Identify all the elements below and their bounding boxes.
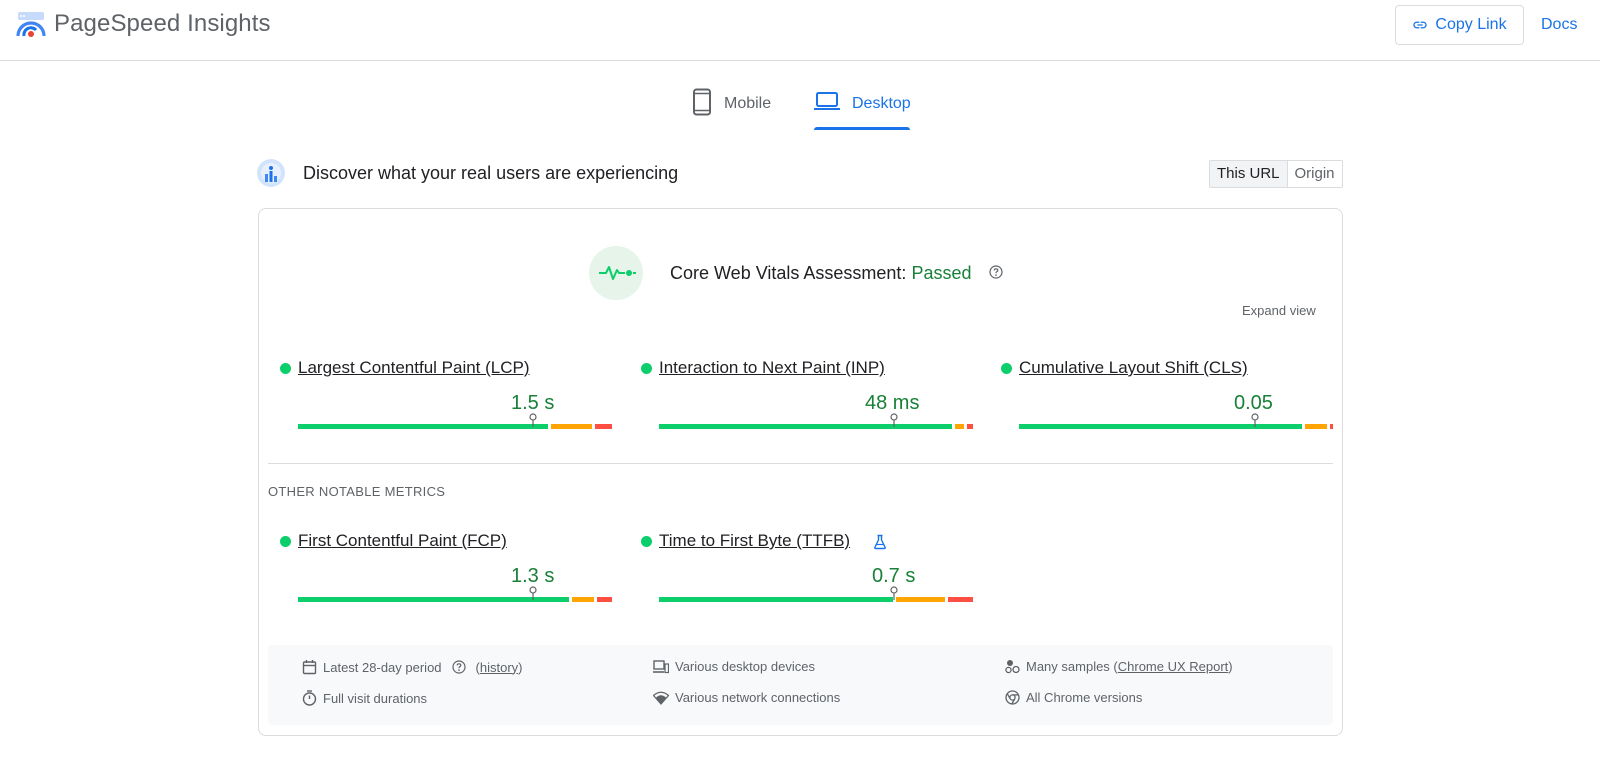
url-origin-toggle: This URL Origin [1209,160,1343,188]
experimental-flask-icon[interactable] [873,534,887,550]
metric-cls-distribution-bar [1019,424,1333,429]
app-title[interactable]: PageSpeed Insights [54,10,271,37]
toggle-this-url[interactable]: This URL [1210,161,1288,187]
heartbeat-icon [599,266,636,280]
section-divider [268,463,1333,464]
help-icon[interactable] [451,660,466,674]
poor-segment [966,424,973,429]
calendar-icon [302,660,317,675]
info-samples-text: Many samples (Chrome UX Report) [1026,659,1233,674]
cwv-assessment-title: Core Web Vitals Assessment: Passed [670,263,972,284]
needs-improvement-segment [954,424,964,429]
metric-lcp-distribution-bar [298,424,612,429]
metric-inp-distribution-bar [659,424,973,429]
cwv-assessment-status: Passed [911,263,972,283]
metric-fcp-value: 1.3 s [511,565,555,587]
discover-title: Discover what your real users are experi… [303,163,679,183]
other-metrics-heading: OTHER NOTABLE METRICS [268,484,446,499]
percentile-marker-icon [529,586,537,600]
laptop-icon [814,92,840,110]
samples-icon [1005,660,1020,674]
cwv-assessment-label: Core Web Vitals Assessment: [670,263,907,283]
metric-lcp-name[interactable]: Largest Contentful Paint (LCP) [298,358,530,377]
status-dot [641,536,652,547]
top-bar: PageSpeed Insights Copy Link Docs [0,0,1600,61]
good-segment [659,597,894,602]
toggle-origin[interactable]: Origin [1294,165,1335,182]
info-network-text: Various network connections [675,690,841,705]
info-network: Various network connections [653,690,840,705]
percentile-marker-icon [890,586,898,600]
metric-ttfb-value: 0.7 s [872,565,916,587]
tab-desktop-label: Desktop [852,95,911,112]
metric-fcp-distribution-bar [298,597,612,602]
info-devices-text: Various desktop devices [675,659,815,674]
metric-ttfb-distribution-bar [659,597,973,602]
data-info-panel [268,645,1333,725]
info-devices: Various desktop devices [653,659,815,674]
status-dot [280,363,291,374]
percentile-marker-icon [529,413,537,427]
tab-mobile[interactable]: Mobile [692,88,771,132]
phone-icon [693,88,711,116]
field-data-card [258,208,1343,736]
percentile-marker-icon [1251,413,1259,427]
info-period-text: Latest 28-day period [323,659,442,675]
metric-cls-name[interactable]: Cumulative Layout Shift (CLS) [1019,358,1248,377]
info-samples: Many samples (Chrome UX Report) [1005,659,1233,674]
tab-desktop[interactable]: Desktop [814,88,911,132]
needs-improvement-segment [1305,424,1327,429]
metric-lcp-value: 1.5 s [511,392,555,414]
info-durations: Full visit durations [302,690,427,706]
good-segment [1019,424,1303,429]
devices-icon [653,659,669,673]
expand-view-link[interactable]: Expand view [1242,303,1316,318]
status-dot [1001,363,1012,374]
stopwatch-icon [302,690,317,706]
copy-link-button[interactable]: Copy Link [1395,5,1524,45]
cwv-badge [589,246,643,300]
copy-link-label: Copy Link [1435,16,1507,33]
history-link[interactable]: history [479,659,519,675]
needs-improvement-segment [896,597,946,602]
metric-cls-value: 0.05 [1234,392,1273,414]
info-durations-text: Full visit durations [323,690,428,706]
metric-inp-value: 48 ms [865,392,920,414]
metric-ttfb-name[interactable]: Time to First Byte (TTFB) [659,531,851,550]
status-dot [641,363,652,374]
pagespeed-logo-icon[interactable] [16,10,46,40]
needs-improvement-segment [550,424,592,429]
field-data-icon [257,159,285,187]
poor-segment [1329,424,1333,429]
poor-segment [594,424,612,429]
chrome-ux-report-link[interactable]: Chrome UX Report [1117,659,1229,674]
chrome-icon [1005,690,1020,705]
poor-segment [948,597,973,602]
info-period: Latest 28-day period (history) [302,659,523,675]
needs-improvement-segment [572,597,594,602]
status-dot [280,536,291,547]
good-segment [659,424,952,429]
metric-fcp-name[interactable]: First Contentful Paint (FCP) [298,531,507,550]
info-chrome: All Chrome versions [1005,690,1142,705]
info-chrome-text: All Chrome versions [1026,690,1143,705]
good-segment [298,424,548,429]
wifi-icon [653,691,669,705]
link-icon [1413,21,1428,29]
metric-inp-name[interactable]: Interaction to Next Paint (INP) [659,358,885,377]
good-segment [298,597,570,602]
help-icon[interactable] [989,265,1003,279]
active-tab-indicator [814,127,910,130]
docs-link[interactable]: Docs [1541,16,1578,33]
percentile-marker-icon [890,413,898,427]
poor-segment [596,597,612,602]
tab-mobile-label: Mobile [724,95,772,112]
